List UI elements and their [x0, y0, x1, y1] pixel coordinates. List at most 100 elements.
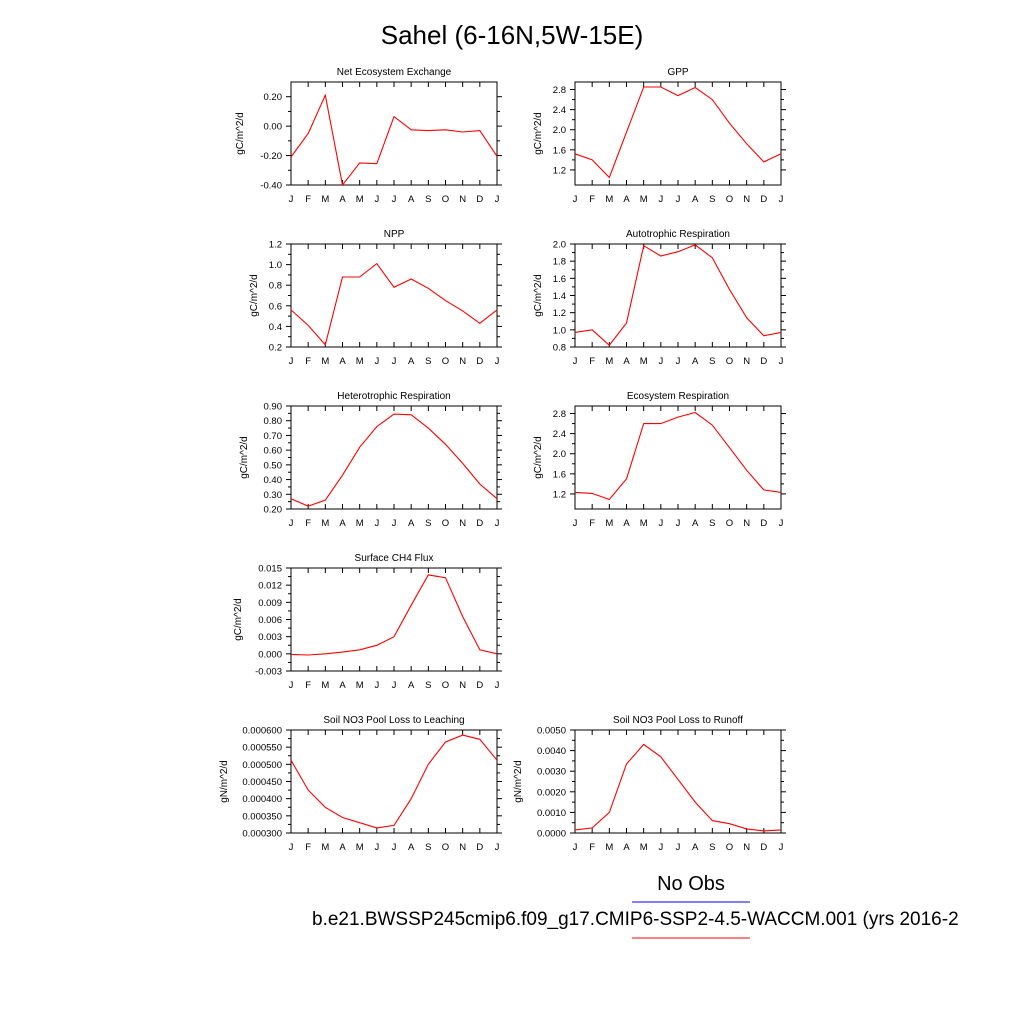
- x-tick-label: D: [476, 194, 483, 205]
- x-tick-label: M: [356, 518, 364, 529]
- x-tick-label: J: [573, 356, 578, 367]
- y-tick-label: 0.80: [264, 416, 283, 427]
- y-tick-label: 2.4: [553, 105, 566, 116]
- y-tick-label: 0.000500: [242, 760, 282, 771]
- x-tick-label: J: [779, 842, 784, 853]
- plot-frame: [290, 729, 498, 834]
- x-tick-label: J: [779, 194, 784, 205]
- x-tick-label: J: [658, 842, 663, 853]
- y-axis-label: gC/m^2/d: [533, 436, 544, 479]
- panel-title: GPP: [667, 67, 688, 78]
- x-tick-label: S: [709, 194, 715, 205]
- x-tick-label: J: [658, 194, 663, 205]
- y-tick-label: 1.4: [553, 291, 566, 302]
- x-tick-label: O: [442, 518, 449, 529]
- y-tick-label: 1.2: [553, 308, 566, 319]
- x-tick-label: A: [408, 680, 415, 691]
- x-tick-label: M: [321, 518, 329, 529]
- plot-frame: [290, 81, 498, 186]
- x-tick-label: N: [459, 842, 466, 853]
- x-tick-label: N: [743, 194, 750, 205]
- x-tick-label: O: [442, 356, 449, 367]
- y-tick-label: 0.0010: [537, 808, 566, 819]
- panel-title: Surface CH4 Flux: [355, 553, 434, 564]
- y-tick-label: 2.8: [553, 409, 566, 420]
- y-axis-label: gN/m^2/d: [513, 760, 524, 803]
- y-tick-label: 0.0000: [537, 829, 566, 840]
- y-tick-label: 1.2: [553, 165, 566, 176]
- legend-case-label: b.e21.BWSSP245cmip6.f09_g17.CMIP6-SSP2-4…: [312, 909, 959, 930]
- y-tick-label: 2.4: [553, 429, 566, 440]
- y-tick-label: 0.000400: [242, 794, 282, 805]
- x-tick-label: D: [476, 842, 483, 853]
- x-tick-label: N: [459, 356, 466, 367]
- x-tick-label: J: [495, 680, 500, 691]
- panel-title: Soil NO3 Pool Loss to Leaching: [323, 715, 464, 726]
- x-tick-label: A: [339, 842, 346, 853]
- y-tick-label: 0.015: [258, 564, 282, 575]
- x-tick-label: D: [476, 680, 483, 691]
- y-tick-label: -0.003: [255, 667, 282, 678]
- x-tick-label: A: [623, 518, 630, 529]
- x-tick-label: O: [442, 842, 449, 853]
- x-tick-label: J: [289, 518, 294, 529]
- series-line: [290, 574, 498, 656]
- y-tick-label: 0.0030: [537, 767, 566, 778]
- x-tick-label: D: [760, 194, 767, 205]
- x-tick-label: F: [305, 518, 311, 529]
- x-tick-label: J: [289, 194, 294, 205]
- x-tick-label: J: [392, 842, 397, 853]
- panel-title: Net Ecosystem Exchange: [337, 67, 452, 78]
- x-tick-label: A: [339, 194, 346, 205]
- plot-frame: [290, 405, 498, 510]
- y-tick-label: 0.50: [264, 460, 283, 471]
- x-tick-label: J: [374, 842, 379, 853]
- series-line: [290, 262, 498, 347]
- y-tick-label: 1.6: [553, 469, 566, 480]
- x-tick-label: J: [495, 842, 500, 853]
- figure-title: Sahel (6-16N,5W-15E): [381, 20, 644, 50]
- x-tick-label: A: [339, 680, 346, 691]
- x-tick-label: N: [743, 356, 750, 367]
- y-tick-label: 0.60: [264, 446, 283, 457]
- y-axis-label: gC/m^2/d: [233, 598, 244, 641]
- y-tick-label: 0.000450: [242, 777, 282, 788]
- x-tick-label: F: [589, 356, 595, 367]
- x-tick-label: A: [692, 194, 699, 205]
- x-tick-label: A: [339, 356, 346, 367]
- y-tick-label: 0.20: [264, 92, 283, 103]
- x-tick-label: J: [289, 680, 294, 691]
- x-tick-label: S: [709, 356, 715, 367]
- x-tick-label: J: [495, 518, 500, 529]
- y-tick-label: 1.6: [553, 274, 566, 285]
- y-tick-label: 2.0: [553, 240, 566, 251]
- x-tick-label: J: [392, 356, 397, 367]
- x-tick-label: D: [476, 356, 483, 367]
- x-tick-label: J: [676, 356, 681, 367]
- x-tick-label: J: [779, 356, 784, 367]
- x-tick-label: S: [425, 518, 431, 529]
- x-tick-label: J: [658, 356, 663, 367]
- x-tick-label: J: [573, 518, 578, 529]
- x-tick-label: M: [321, 680, 329, 691]
- y-tick-label: 0.012: [258, 581, 282, 592]
- x-tick-label: A: [408, 518, 415, 529]
- x-tick-label: F: [305, 194, 311, 205]
- x-tick-label: A: [692, 356, 699, 367]
- y-tick-label: 1.2: [269, 240, 282, 251]
- x-tick-label: N: [743, 842, 750, 853]
- x-tick-label: A: [623, 194, 630, 205]
- x-tick-label: M: [321, 356, 329, 367]
- x-tick-label: A: [692, 518, 699, 529]
- x-tick-label: J: [289, 842, 294, 853]
- x-tick-label: S: [425, 356, 431, 367]
- x-tick-label: D: [476, 518, 483, 529]
- plot-frame: [574, 405, 782, 510]
- x-tick-label: M: [640, 518, 648, 529]
- x-tick-label: M: [356, 680, 364, 691]
- x-tick-label: J: [374, 194, 379, 205]
- series-line: [574, 244, 782, 347]
